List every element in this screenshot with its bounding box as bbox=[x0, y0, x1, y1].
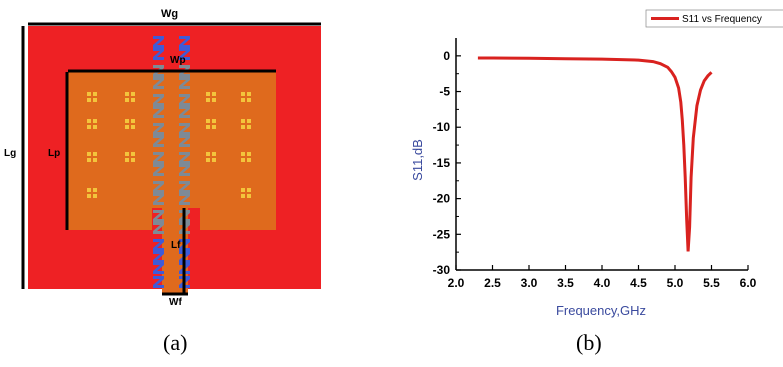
z-cell bbox=[153, 164, 164, 176]
caption-b: (b) bbox=[576, 330, 602, 355]
antenna-diagram-panel: Wg Wp Lg Lp Lf Wf bbox=[0, 0, 360, 362]
series-line-s11 bbox=[477, 56, 713, 252]
z-cell bbox=[153, 262, 164, 274]
s11-chart: 0 -5 -10 -15 -20 -25 -302.0 2.5 3.0 3.5 4.0 4.5 5.0 5… bbox=[410, 9, 783, 318]
z-cell bbox=[179, 164, 190, 176]
x-tick-label: 4.5 bbox=[630, 276, 647, 290]
y-tick-label: -5 bbox=[439, 85, 450, 99]
lf-label: Lf bbox=[171, 240, 181, 251]
wf-label: Wf bbox=[169, 297, 182, 308]
slot-element bbox=[125, 152, 135, 162]
z-cell bbox=[179, 181, 190, 193]
y-tick-label: -20 bbox=[433, 192, 451, 206]
slot-element bbox=[125, 92, 135, 102]
wp-label: Wp bbox=[170, 55, 186, 66]
slot-array bbox=[87, 92, 251, 198]
wg-label: Wg bbox=[161, 8, 178, 20]
slot-element bbox=[87, 152, 97, 162]
antenna-diagram: Wg Wp Lg Lp Lf Wf bbox=[4, 8, 321, 308]
x-axis-label: Frequency,GHz bbox=[556, 303, 646, 318]
lp-label: Lp bbox=[48, 148, 60, 159]
z-cell bbox=[153, 106, 164, 118]
chart-axes: 0 -5 -10 -15 -20 -25 -302.0 2.5 3.0 3.5 4.0 4.5 5.0 5… bbox=[433, 38, 757, 290]
legend-label: S11 vs Frequency bbox=[682, 14, 762, 25]
z-cell bbox=[179, 77, 190, 89]
slot-element bbox=[241, 119, 251, 129]
x-tick-label: 4.0 bbox=[594, 276, 611, 290]
y-tick-label: 0 bbox=[443, 49, 450, 63]
slot-element bbox=[87, 119, 97, 129]
z-cell bbox=[153, 152, 164, 164]
z-cell bbox=[179, 106, 190, 118]
x-tick-label: 2.5 bbox=[484, 276, 501, 290]
slot-element bbox=[87, 92, 97, 102]
x-tick-label: 3.5 bbox=[557, 276, 574, 290]
z-cell bbox=[153, 251, 164, 263]
z-cell bbox=[179, 94, 190, 106]
y-tick-label: -25 bbox=[433, 227, 451, 241]
y-axis-label: S11,dB bbox=[410, 139, 425, 181]
z-cell bbox=[153, 239, 164, 251]
z-cell bbox=[179, 193, 190, 205]
slot-element bbox=[87, 188, 97, 198]
slot-element bbox=[241, 92, 251, 102]
z-cell bbox=[179, 135, 190, 147]
slot-element bbox=[241, 152, 251, 162]
x-tick-label: 5.5 bbox=[703, 276, 720, 290]
z-cell bbox=[153, 94, 164, 106]
x-tick-label: 3.0 bbox=[521, 276, 538, 290]
z-cell bbox=[179, 36, 190, 48]
y-tick-label: -10 bbox=[433, 120, 451, 134]
z-cell bbox=[153, 193, 164, 205]
slot-element bbox=[206, 152, 216, 162]
legend-box bbox=[645, 9, 783, 28]
slot-element bbox=[206, 119, 216, 129]
y-tick-label: -30 bbox=[433, 263, 451, 277]
z-cell bbox=[153, 210, 164, 222]
z-cell bbox=[153, 77, 164, 89]
x-tick-label: 2.0 bbox=[448, 276, 465, 290]
z-cell bbox=[179, 152, 190, 164]
y-tick-label: -15 bbox=[433, 156, 451, 170]
s11-chart-panel: 0 -5 -10 -15 -20 -25 -30 2.0 2.5 3.0 3.5 4.0 4.5 5.0 5… bbox=[388, 0, 783, 362]
z-cell bbox=[153, 181, 164, 193]
slot-element bbox=[125, 119, 135, 129]
z-cell bbox=[153, 36, 164, 48]
z-cell bbox=[179, 123, 190, 135]
z-cell bbox=[153, 276, 164, 288]
x-tick-label: 6.0 bbox=[740, 276, 757, 290]
lg-label: Lg bbox=[4, 148, 16, 159]
caption-a: (a) bbox=[163, 330, 188, 355]
slot-element bbox=[206, 92, 216, 102]
slot-element bbox=[241, 188, 251, 198]
x-tick-label: 5.0 bbox=[667, 276, 684, 290]
z-cell bbox=[179, 48, 190, 60]
z-cell bbox=[153, 123, 164, 135]
z-cell bbox=[153, 48, 164, 60]
z-cell bbox=[153, 222, 164, 234]
legend: S11 vs Frequency bbox=[645, 9, 783, 28]
z-cell bbox=[153, 135, 164, 147]
